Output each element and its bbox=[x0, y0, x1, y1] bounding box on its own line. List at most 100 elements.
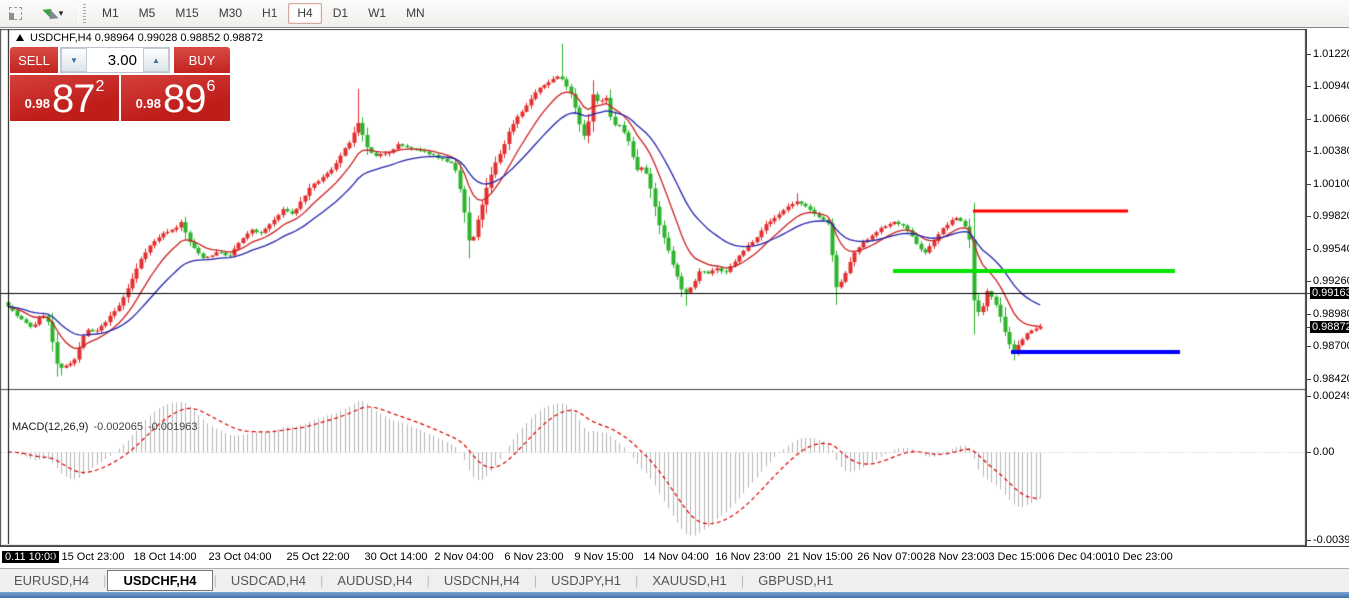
tab-separator: | bbox=[426, 573, 430, 588]
price-axis[interactable]: 1.01220 1.00940 1.00660 1.00380 1.00100 0.998… bbox=[1306, 29, 1349, 546]
time-label: 14 Nov 04:00 bbox=[643, 551, 709, 563]
price-tick bbox=[1307, 184, 1311, 185]
price-label: 0.002492 bbox=[1313, 390, 1349, 402]
symbol-ohlc-text: USDCHF,H4 0.98964 0.99028 0.98852 0.9887… bbox=[30, 32, 264, 44]
sell-price-prefix: 0.98 bbox=[24, 96, 50, 111]
price-label: 0.99820 bbox=[1313, 210, 1349, 222]
toolbar-separator bbox=[78, 2, 79, 25]
toolbar-grip[interactable] bbox=[83, 3, 86, 24]
buy-price-prefix: 0.98 bbox=[135, 96, 161, 111]
price-label-highlighted: 0.98872 bbox=[1310, 321, 1349, 333]
chart-tab-gbpusd[interactable]: GBPUSD,H1 bbox=[758, 573, 834, 588]
trade-panel: SELL ▼ ▲ BUY 0.98 87 2 0.98 89 6 bbox=[10, 47, 230, 121]
time-label: 6 Dec 04:00 bbox=[1048, 551, 1108, 563]
window-bottom-edge bbox=[0, 592, 1349, 598]
chart-tab-eurusd[interactable]: EURUSD,H4 bbox=[14, 573, 90, 588]
timeframe-button-m1[interactable]: M1 bbox=[102, 5, 119, 20]
time-label: 25 Oct 22:00 bbox=[286, 551, 350, 563]
volume-increase-button[interactable]: ▲ bbox=[143, 48, 169, 72]
time-label: 6 Nov 23:00 bbox=[504, 551, 564, 563]
time-label: 23 Oct 04:00 bbox=[208, 551, 272, 563]
price-tick bbox=[1307, 346, 1311, 347]
time-label: 21 Nov 15:00 bbox=[787, 551, 853, 563]
sell-price-big: 87 bbox=[51, 76, 95, 121]
price-label: 1.00100 bbox=[1313, 178, 1349, 190]
time-label: 8 bbox=[48, 551, 56, 563]
price-label: 0.00 bbox=[1313, 446, 1335, 458]
time-label: 16 Nov 23:00 bbox=[715, 551, 781, 563]
sell-price-pip: 2 bbox=[95, 78, 105, 95]
chart-tab-audusd[interactable]: AUDUSD,H4 bbox=[337, 573, 413, 588]
timeframe-button-h4[interactable]: H4 bbox=[288, 2, 322, 25]
timeframe-button-w1[interactable]: W1 bbox=[368, 5, 387, 20]
price-tick bbox=[1307, 249, 1311, 250]
time-label: 15 Oct 23:00 bbox=[61, 551, 125, 563]
timeframe-button-mn[interactable]: MN bbox=[406, 5, 425, 20]
timeframe-button-d1[interactable]: D1 bbox=[332, 5, 349, 20]
price-tick bbox=[1307, 119, 1311, 120]
sell-button[interactable]: SELL bbox=[10, 47, 58, 73]
buy-price-pip: 6 bbox=[206, 78, 216, 95]
tab-separator: | bbox=[533, 573, 538, 588]
chart-tab-xauusd[interactable]: XAUUSD,H1 bbox=[652, 573, 727, 588]
time-axis[interactable]: 0.11 10:00 8 15 Oct 23:00 18 Oct 14:00 23 Oc… bbox=[0, 546, 1349, 568]
arrange-windows-icon[interactable]: ▾ bbox=[36, 4, 70, 24]
price-tick bbox=[1307, 281, 1311, 282]
time-label: 9 Nov 15:00 bbox=[574, 551, 634, 563]
macd-value-signal: -0.001963 bbox=[147, 421, 198, 433]
timeframe-buttons: M1 M5 M15 M30 H1 H4 D1 W1 MN bbox=[92, 2, 435, 25]
tab-separator: | bbox=[634, 573, 639, 588]
volume-input[interactable] bbox=[87, 48, 143, 72]
time-label: 30 Oct 14:00 bbox=[364, 551, 428, 563]
price-label: 0.98420 bbox=[1313, 373, 1349, 385]
price-tick bbox=[1307, 396, 1311, 397]
price-tick bbox=[1307, 314, 1311, 315]
symbol-header: USDCHF,H4 0.98964 0.99028 0.98852 0.9887… bbox=[16, 32, 263, 44]
price-tick bbox=[1307, 293, 1311, 294]
price-tick bbox=[1307, 540, 1311, 541]
chart-tab-usdcad[interactable]: USDCAD,H4 bbox=[230, 573, 306, 588]
price-tick bbox=[1307, 452, 1311, 453]
price-label: 0.98980 bbox=[1313, 308, 1349, 320]
price-label: 0.99260 bbox=[1313, 275, 1349, 287]
tab-separator: | bbox=[213, 573, 217, 588]
time-label-highlighted: 0.11 10:00 bbox=[2, 551, 60, 563]
price-tick bbox=[1307, 151, 1311, 152]
chart-tab-usdcnh[interactable]: USDCNH,H4 bbox=[443, 573, 520, 588]
chart-tab-usdjpy[interactable]: USDJPY,H1 bbox=[551, 573, 621, 588]
sell-price-tile[interactable]: 0.98 87 2 bbox=[10, 75, 119, 121]
chart-tab-bar: EURUSD,H4 | USDCHF,H4 | USDCAD,H4 | AUDUSD,H4 |… bbox=[0, 568, 1349, 592]
time-label: 2 Nov 04:00 bbox=[434, 551, 494, 563]
time-label: 3 Dec 15:00 bbox=[988, 551, 1048, 563]
price-label: 1.00940 bbox=[1313, 80, 1349, 92]
price-label: 0.99540 bbox=[1313, 243, 1349, 255]
price-label: -0.003913 bbox=[1313, 534, 1349, 546]
timeframe-button-m30[interactable]: M30 bbox=[218, 5, 243, 20]
toolbar: ▾ M1 M5 M15 M30 H1 H4 D1 W1 MN bbox=[0, 0, 1349, 28]
time-label: 10 Dec 23:00 bbox=[1107, 551, 1173, 563]
time-label: 28 Nov 23:00 bbox=[923, 551, 989, 563]
price-label: 1.00380 bbox=[1313, 145, 1349, 157]
macd-value-main: -0.002065 bbox=[93, 421, 143, 433]
price-tick bbox=[1307, 379, 1311, 380]
timeframe-button-m5[interactable]: M5 bbox=[138, 5, 156, 20]
chart-shift-icon[interactable] bbox=[4, 4, 26, 24]
buy-price-big: 89 bbox=[162, 76, 206, 121]
price-label-highlighted: 0.99163 bbox=[1310, 287, 1349, 299]
volume-decrease-button[interactable]: ▼ bbox=[61, 48, 87, 72]
timeframe-button-h1[interactable]: H1 bbox=[262, 5, 278, 20]
chart-tab-usdchf[interactable]: USDCHF,H4 bbox=[106, 570, 214, 591]
macd-name: MACD(12,26,9) bbox=[12, 421, 89, 433]
dropdown-caret-icon[interactable]: ▾ bbox=[58, 8, 64, 18]
buy-price-tile[interactable]: 0.98 89 6 bbox=[121, 75, 230, 121]
time-label: 18 Oct 14:00 bbox=[133, 551, 197, 563]
buy-button[interactable]: BUY bbox=[174, 47, 230, 73]
price-label: 0.98700 bbox=[1313, 340, 1349, 352]
price-label: 1.00660 bbox=[1313, 113, 1349, 125]
time-label: 26 Nov 07:00 bbox=[857, 551, 923, 563]
price-tick bbox=[1307, 86, 1311, 87]
tab-separator: | bbox=[740, 573, 745, 588]
timeframe-button-m15[interactable]: M15 bbox=[175, 5, 199, 20]
macd-indicator-label: MACD(12,26,9) -0.002065 -0.001963 bbox=[12, 421, 198, 433]
